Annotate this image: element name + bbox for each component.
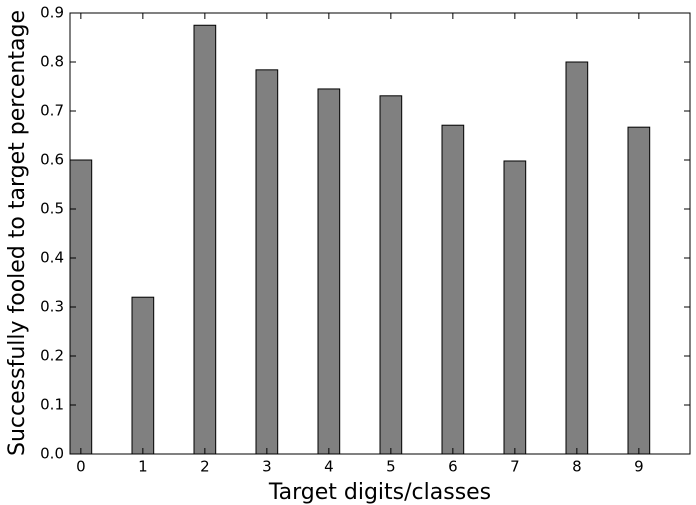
x-tick-label: 4 [324, 458, 334, 476]
y-tick-label: 0.2 [40, 347, 64, 365]
x-tick-label: 6 [448, 458, 458, 476]
plot-frame [69, 12, 691, 455]
y-tick-label: 0.8 [40, 53, 64, 71]
x-tick-label: 1 [138, 458, 148, 476]
bar [503, 160, 527, 455]
x-axis-label: Target digits/classes [268, 480, 491, 505]
y-tick-label: 0.5 [40, 200, 64, 218]
bar [193, 24, 217, 455]
bar [131, 296, 155, 455]
bar [317, 88, 341, 455]
y-tick-label: 0.4 [40, 249, 64, 267]
bar [565, 61, 589, 455]
x-tick-label: 9 [634, 458, 644, 476]
x-tick-label: 3 [262, 458, 272, 476]
y-axis-label: Successfully fooled to target percentage [5, 10, 30, 456]
bar [627, 126, 651, 455]
y-tick-label: 0.9 [40, 4, 64, 22]
x-tick-label: 7 [510, 458, 520, 476]
bar [255, 69, 279, 455]
x-tick-label: 8 [572, 458, 582, 476]
y-tick-label: 0.7 [40, 102, 64, 120]
y-tick-label: 0.0 [40, 445, 64, 463]
bar [379, 95, 403, 455]
x-tick-label: 0 [76, 458, 86, 476]
y-tick-label: 0.1 [40, 396, 64, 414]
bar [441, 124, 465, 455]
y-tick-label: 0.3 [40, 298, 64, 316]
y-tick-label: 0.6 [40, 151, 64, 169]
x-tick-label: 5 [386, 458, 396, 476]
x-tick-label: 2 [200, 458, 210, 476]
